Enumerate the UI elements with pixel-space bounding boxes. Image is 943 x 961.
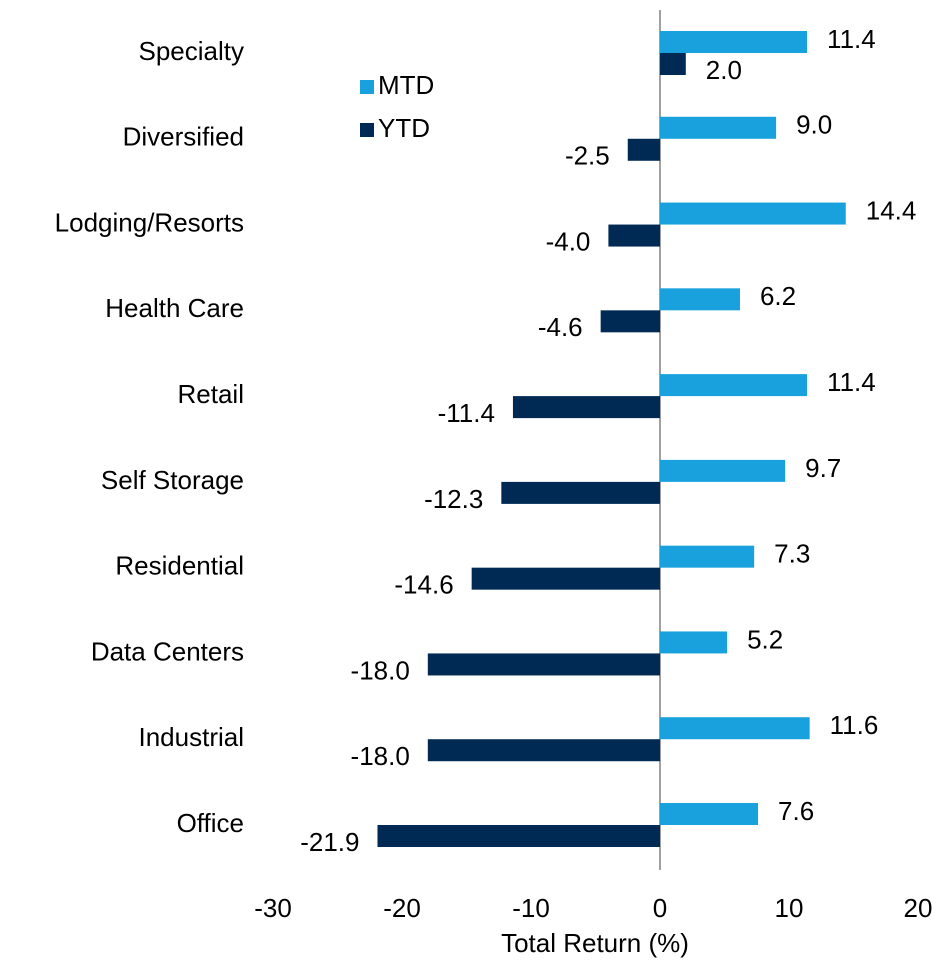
bar (660, 288, 740, 311)
y-tick-label: Data Centers (91, 636, 244, 666)
value-label: 7.6 (778, 796, 814, 826)
bar (660, 116, 777, 139)
value-label: 9.7 (805, 453, 841, 483)
y-tick-label: Health Care (105, 293, 244, 323)
value-label: 9.0 (796, 110, 832, 140)
bar (660, 717, 810, 740)
bar (660, 374, 808, 397)
x-tick-label: 10 (775, 893, 804, 923)
value-label: 7.3 (774, 539, 810, 569)
bar (427, 739, 660, 762)
y-tick-label: Industrial (139, 722, 245, 752)
x-axis-title: Total Return (%) (501, 928, 689, 958)
y-tick-label: Diversified (123, 122, 244, 152)
value-label: 5.2 (747, 624, 783, 654)
y-tick-label: Office (177, 808, 244, 838)
value-label: -11.4 (438, 398, 495, 428)
value-label: -4.0 (546, 226, 591, 256)
bar (660, 53, 686, 75)
bar (660, 631, 728, 654)
bar (501, 481, 660, 504)
legend-label: YTD (378, 113, 430, 143)
x-tick-label: -20 (383, 893, 421, 923)
value-label: 11.4 (827, 367, 876, 397)
legend-swatch (360, 123, 374, 137)
bar (660, 545, 755, 568)
value-label: 14.4 (866, 195, 917, 225)
y-tick-label: Specialty (139, 36, 245, 66)
bar (471, 567, 660, 590)
legend-swatch (360, 80, 374, 94)
bar (660, 459, 786, 482)
x-tick-label: 0 (653, 893, 667, 923)
value-label: 6.2 (760, 281, 796, 311)
y-tick-label: Retail (178, 379, 244, 409)
bar (600, 310, 660, 333)
x-tick-label: -10 (512, 893, 550, 923)
bar (377, 825, 660, 847)
bar (660, 31, 808, 53)
value-label: -4.6 (538, 312, 583, 342)
bar (660, 202, 846, 225)
bar (660, 803, 759, 825)
value-label: -21.9 (300, 827, 359, 857)
value-label: -18.0 (351, 655, 410, 685)
x-tick-label: -30 (254, 893, 292, 923)
value-label: -14.6 (394, 570, 453, 600)
value-label: 11.6 (830, 710, 879, 740)
y-tick-label: Self Storage (101, 465, 244, 495)
x-tick-label: 20 (904, 893, 933, 923)
value-label: -12.3 (424, 484, 483, 514)
bar (512, 396, 660, 419)
bar (427, 653, 660, 676)
y-tick-label: Residential (115, 551, 244, 581)
y-tick-label: Lodging/Resorts (55, 207, 244, 237)
value-label: -18.0 (351, 741, 410, 771)
value-label: -2.5 (565, 141, 610, 171)
legend-label: MTD (378, 70, 434, 100)
value-label: 11.4 (827, 24, 876, 54)
bar (608, 224, 660, 247)
bar (627, 138, 660, 161)
value-label: 2.0 (706, 55, 742, 85)
